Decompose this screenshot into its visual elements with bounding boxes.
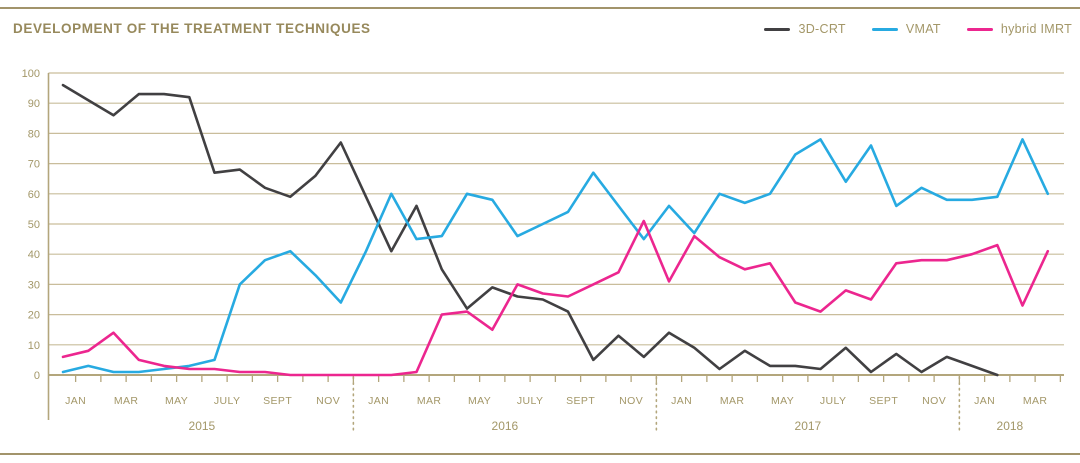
svg-text:100: 100 [22,68,40,80]
bottom-divider [0,453,1080,455]
series-hybrid-imrt-line [61,219,1050,377]
svg-text:JAN: JAN [974,395,995,407]
svg-text:30: 30 [28,279,40,291]
svg-text:20: 20 [28,310,40,322]
legend-item-hybrid-imrt: hybrid IMRT [966,22,1072,36]
svg-text:NOV: NOV [922,395,946,407]
svg-text:2015: 2015 [189,419,216,433]
legend-label-3d-crt: 3D-CRT [798,22,846,36]
y-axis-labels: 0 10 20 30 40 50 60 70 80 90 100 [22,68,40,382]
legend-label-vmat: VMAT [905,22,941,36]
svg-text:2017: 2017 [795,419,822,433]
month-labels: JAN MAR MAY JULY SEPT NOV JAN MAR MAY JULY SEPT NOV… [65,395,1047,407]
svg-text:MAR: MAR [1023,395,1048,407]
svg-text:JAN: JAN [671,395,692,407]
svg-text:10: 10 [28,340,40,352]
svg-text:60: 60 [28,189,40,201]
page-title: DEVELOPMENT OF THE TREATMENT TECHNIQUES [13,21,371,36]
svg-text:0: 0 [34,370,40,382]
svg-text:40: 40 [28,249,40,261]
legend-item-vmat: VMAT [871,22,941,36]
svg-text:70: 70 [28,159,40,171]
svg-text:JAN: JAN [368,395,389,407]
legend: 3D-CRT VMAT hybrid IMRT [764,20,1072,38]
svg-text:MAY: MAY [468,395,491,407]
svg-text:2016: 2016 [492,419,519,433]
svg-text:2018: 2018 [997,419,1024,433]
svg-text:SEPT: SEPT [566,395,595,407]
x-axis-ticks [74,376,1062,382]
svg-text:MAR: MAR [417,395,442,407]
svg-text:NOV: NOV [619,395,643,407]
year-labels: 2015 2016 2017 2018 [189,419,1024,433]
svg-text:MAY: MAY [165,395,188,407]
svg-text:JULY: JULY [517,395,544,407]
top-divider [0,7,1080,9]
legend-swatch-hybrid-imrt [966,27,993,31]
svg-text:90: 90 [28,98,40,110]
svg-text:MAR: MAR [720,395,745,407]
svg-text:MAR: MAR [114,395,139,407]
svg-text:SEPT: SEPT [263,395,292,407]
legend-label-hybrid-imrt: hybrid IMRT [1000,22,1072,36]
svg-text:NOV: NOV [316,395,340,407]
svg-text:50: 50 [28,219,40,231]
legend-swatch-vmat [871,27,898,31]
svg-text:MAY: MAY [771,395,794,407]
gridlines [48,72,1064,376]
legend-swatch-3d-crt [764,27,791,31]
legend-item-3d-crt: 3D-CRT [764,22,846,36]
series-vmat-line [61,138,1050,374]
svg-text:JULY: JULY [214,395,241,407]
svg-text:JAN: JAN [65,395,86,407]
svg-text:SEPT: SEPT [869,395,898,407]
svg-text:JULY: JULY [820,395,847,407]
series-3d-crt-line [61,83,999,377]
svg-text:80: 80 [28,128,40,140]
